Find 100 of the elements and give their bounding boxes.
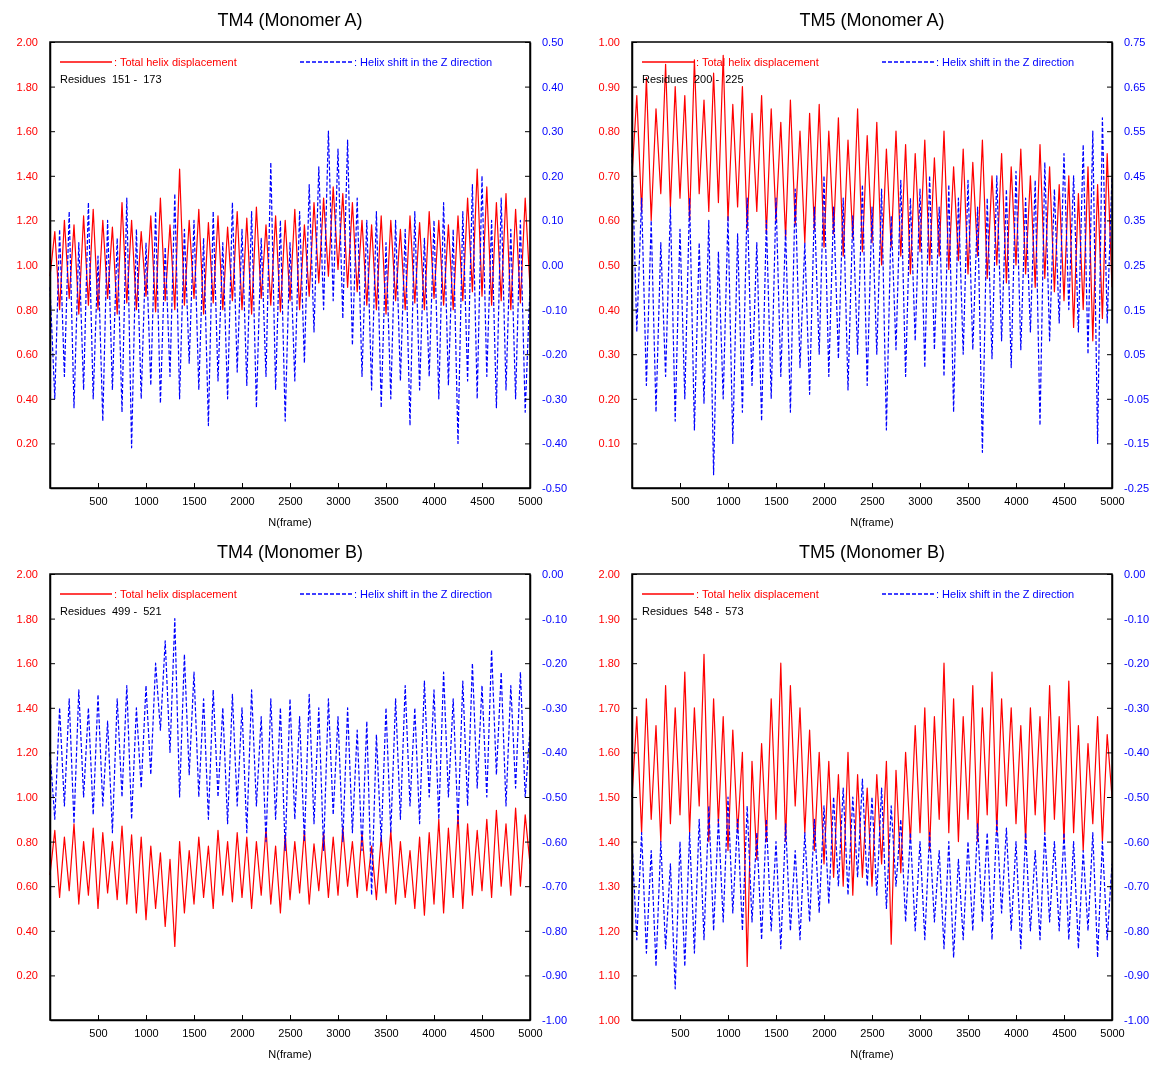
y2-tick-label: -0.50 [1124, 791, 1150, 804]
y2-tick-label: -0.80 [1124, 924, 1150, 937]
y-tick-label: 0.90 [598, 80, 620, 93]
y2-tick-label: -0.10 [542, 612, 568, 625]
y2-tick-label: 0.75 [1124, 36, 1146, 49]
annotation: Residues 499 - 521 [60, 605, 162, 617]
x-tick-label: 5000 [518, 1026, 543, 1039]
chart-title: TM5 (Monomer B) [798, 542, 946, 562]
y2-tick-label: 0.50 [542, 36, 564, 49]
y-tick-label: 1.30 [598, 880, 620, 893]
y-tick-label: 0.20 [598, 392, 620, 405]
y-tick-label: 1.00 [598, 36, 620, 49]
legend-label: : Helix shift in the Z direction [936, 588, 1075, 600]
y2-tick-label: -0.50 [542, 791, 568, 804]
y2-tick-label: 0.00 [1124, 568, 1146, 581]
y-tick-label: 0.40 [598, 303, 620, 316]
chart-title: TM5 (Monomer A) [799, 10, 945, 30]
y-tick-label: 0.20 [16, 969, 38, 982]
legend-label: : Total helix displacement [696, 588, 819, 600]
x-tick-label: 5000 [1100, 1026, 1125, 1039]
y2-tick-label: 0.00 [542, 568, 564, 581]
x-axis-title: N(frame) [268, 1048, 312, 1060]
y2-tick-label: -0.30 [542, 701, 568, 714]
x-axis-title: N(frame) [850, 516, 894, 528]
y-tick-label: 1.20 [16, 746, 38, 759]
y2-tick-label: -0.40 [542, 437, 568, 450]
y2-tick-label: -0.25 [1124, 482, 1150, 495]
x-tick-label: 2500 [860, 1026, 885, 1039]
x-tick-label: 3500 [374, 494, 399, 507]
x-tick-label: 3000 [326, 1026, 351, 1039]
x-tick-label: 5000 [518, 494, 543, 507]
y2-tick-label: -0.20 [542, 657, 568, 670]
x-tick-label: 500 [671, 1026, 690, 1039]
y2-tick-label: -0.90 [1124, 969, 1150, 982]
x-tick-label: 4000 [1004, 1026, 1029, 1039]
x-tick-label: 4500 [470, 494, 495, 507]
y-tick-label: 0.50 [598, 259, 620, 272]
y2-tick-label: 0.30 [542, 125, 564, 138]
y2-tick-label: 0.10 [542, 214, 564, 227]
y-tick-label: 1.40 [598, 835, 620, 848]
x-tick-label: 2500 [278, 1026, 303, 1039]
x-tick-label: 1500 [764, 494, 789, 507]
y2-tick-label: -0.30 [542, 392, 568, 405]
y2-tick-label: -1.00 [1124, 1014, 1150, 1027]
y2-tick-label: -0.15 [1124, 437, 1150, 450]
y-tick-label: 1.80 [16, 80, 38, 93]
line-series [49, 618, 531, 896]
x-tick-label: 1500 [764, 1026, 789, 1039]
y2-tick-label: -0.10 [1124, 612, 1150, 625]
y2-tick-label: 0.65 [1124, 80, 1146, 93]
x-tick-label: 3000 [908, 1026, 933, 1039]
x-tick-label: 1000 [716, 494, 741, 507]
y2-tick-label: 0.55 [1124, 125, 1146, 138]
y-tick-label: 0.70 [598, 169, 620, 182]
x-tick-label: 2500 [278, 494, 303, 507]
y2-tick-label: 0.00 [542, 259, 564, 272]
y2-tick-label: 0.15 [1124, 303, 1146, 316]
x-tick-label: 1000 [134, 1026, 159, 1039]
y-tick-label: 0.30 [598, 348, 620, 361]
y-tick-label: 0.80 [16, 303, 38, 316]
y-tick-label: 2.00 [16, 36, 38, 49]
y2-tick-label: -0.40 [542, 746, 568, 759]
x-tick-label: 2000 [812, 494, 837, 507]
x-tick-label: 4500 [1052, 494, 1077, 507]
y2-tick-label: -0.70 [542, 880, 568, 893]
y-tick-label: 1.60 [16, 125, 38, 138]
x-tick-label: 3500 [956, 1026, 981, 1039]
y-tick-label: 0.20 [16, 437, 38, 450]
y2-tick-label: -0.60 [542, 835, 568, 848]
y-tick-label: 0.40 [16, 924, 38, 937]
y2-tick-label: -1.00 [542, 1014, 568, 1027]
y-tick-label: 1.60 [598, 746, 620, 759]
x-tick-label: 500 [89, 494, 108, 507]
y-tick-label: 2.00 [598, 568, 620, 581]
annotation: Residues 548 - 573 [642, 605, 744, 617]
x-tick-label: 2000 [230, 494, 255, 507]
y-tick-label: 1.80 [16, 612, 38, 625]
y-tick-label: 0.60 [598, 214, 620, 227]
y2-tick-label: -0.50 [542, 482, 568, 495]
x-axis-title: N(frame) [268, 516, 312, 528]
x-tick-label: 4000 [1004, 494, 1029, 507]
legend-label: : Total helix displacement [114, 56, 237, 68]
annotation: Residues 151 - 173 [60, 73, 162, 85]
x-tick-label: 2500 [860, 494, 885, 507]
x-tick-label: 4500 [1052, 1026, 1077, 1039]
x-tick-label: 500 [89, 1026, 108, 1039]
x-tick-label: 3000 [326, 494, 351, 507]
y-tick-label: 1.50 [598, 791, 620, 804]
y-tick-label: 1.90 [598, 612, 620, 625]
x-tick-label: 3000 [908, 494, 933, 507]
x-tick-label: 4000 [422, 1026, 447, 1039]
y-tick-label: 0.80 [598, 125, 620, 138]
y2-tick-label: -0.90 [542, 969, 568, 982]
y2-tick-label: 0.05 [1124, 348, 1146, 361]
y2-tick-label: 0.25 [1124, 259, 1146, 272]
line-series [631, 54, 1113, 342]
x-tick-label: 500 [671, 494, 690, 507]
chart-title: TM4 (Monomer A) [217, 10, 363, 30]
y-tick-label: 0.80 [16, 835, 38, 848]
x-tick-label: 3500 [956, 494, 981, 507]
